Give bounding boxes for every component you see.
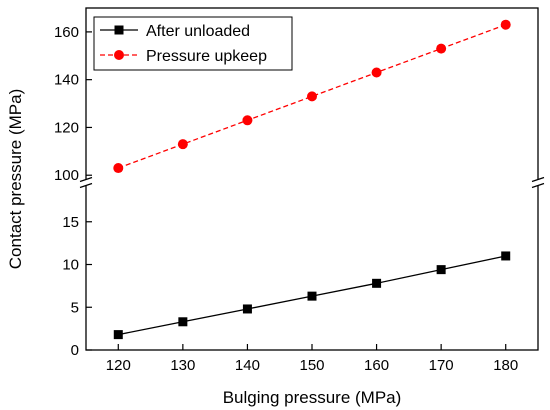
- data-point: [113, 163, 124, 174]
- legend-label-pressure-upkeep: Pressure upkeep: [146, 48, 267, 65]
- legend: After unloaded Pressure upkeep: [93, 16, 293, 71]
- axis-break-mark: [79, 182, 93, 189]
- x-tick-label: 170: [429, 357, 454, 374]
- data-point: [307, 291, 317, 301]
- y-tick-label: 120: [54, 119, 79, 136]
- y-tick-label: 100: [54, 167, 79, 184]
- legend-box: [93, 16, 293, 71]
- x-tick-label: 140: [235, 357, 260, 374]
- y-tick-label: 10: [62, 257, 79, 274]
- legend-marker-pressure-upkeep: [114, 50, 124, 60]
- x-tick-label: 180: [493, 357, 518, 374]
- data-point: [372, 278, 382, 288]
- x-tick-label: 130: [170, 357, 195, 374]
- y-tick-label: 0: [71, 342, 79, 359]
- legend-marker-after-unloaded: [114, 25, 124, 35]
- data-point: [242, 304, 252, 314]
- x-tick-label: 150: [299, 357, 324, 374]
- y-tick-label: 15: [62, 214, 79, 231]
- axis-break-gap: [533, 179, 543, 186]
- data-point: [178, 317, 188, 327]
- data-point: [307, 91, 317, 102]
- y-tick-label: 5: [71, 299, 79, 316]
- data-point: [500, 19, 511, 30]
- x-tick-label: 160: [364, 357, 389, 374]
- legend-label-after-unloaded: After unloaded: [146, 23, 250, 40]
- x-axis-title: Bulging pressure (MPa): [223, 388, 402, 407]
- series-layer: [113, 19, 511, 340]
- y-axis-title: Contact pressure (MPa): [6, 89, 25, 269]
- data-point: [177, 139, 188, 150]
- y-tick-label: 160: [54, 24, 79, 41]
- y-tick-label: 140: [54, 72, 79, 89]
- axis-break-mark: [79, 176, 93, 183]
- data-point: [113, 330, 123, 340]
- data-point: [436, 43, 447, 54]
- axis-break-gap: [81, 179, 91, 186]
- x-tick-label: 120: [106, 357, 131, 374]
- axes: 120 130 140 150 160 170 180 0 5 10 15 100 120 140 160: [54, 24, 545, 374]
- data-point: [371, 67, 382, 78]
- axis-break-mark: [531, 176, 545, 183]
- data-point: [436, 265, 446, 275]
- axis-break-mark: [531, 182, 545, 189]
- data-point: [242, 115, 253, 126]
- data-point: [501, 251, 511, 261]
